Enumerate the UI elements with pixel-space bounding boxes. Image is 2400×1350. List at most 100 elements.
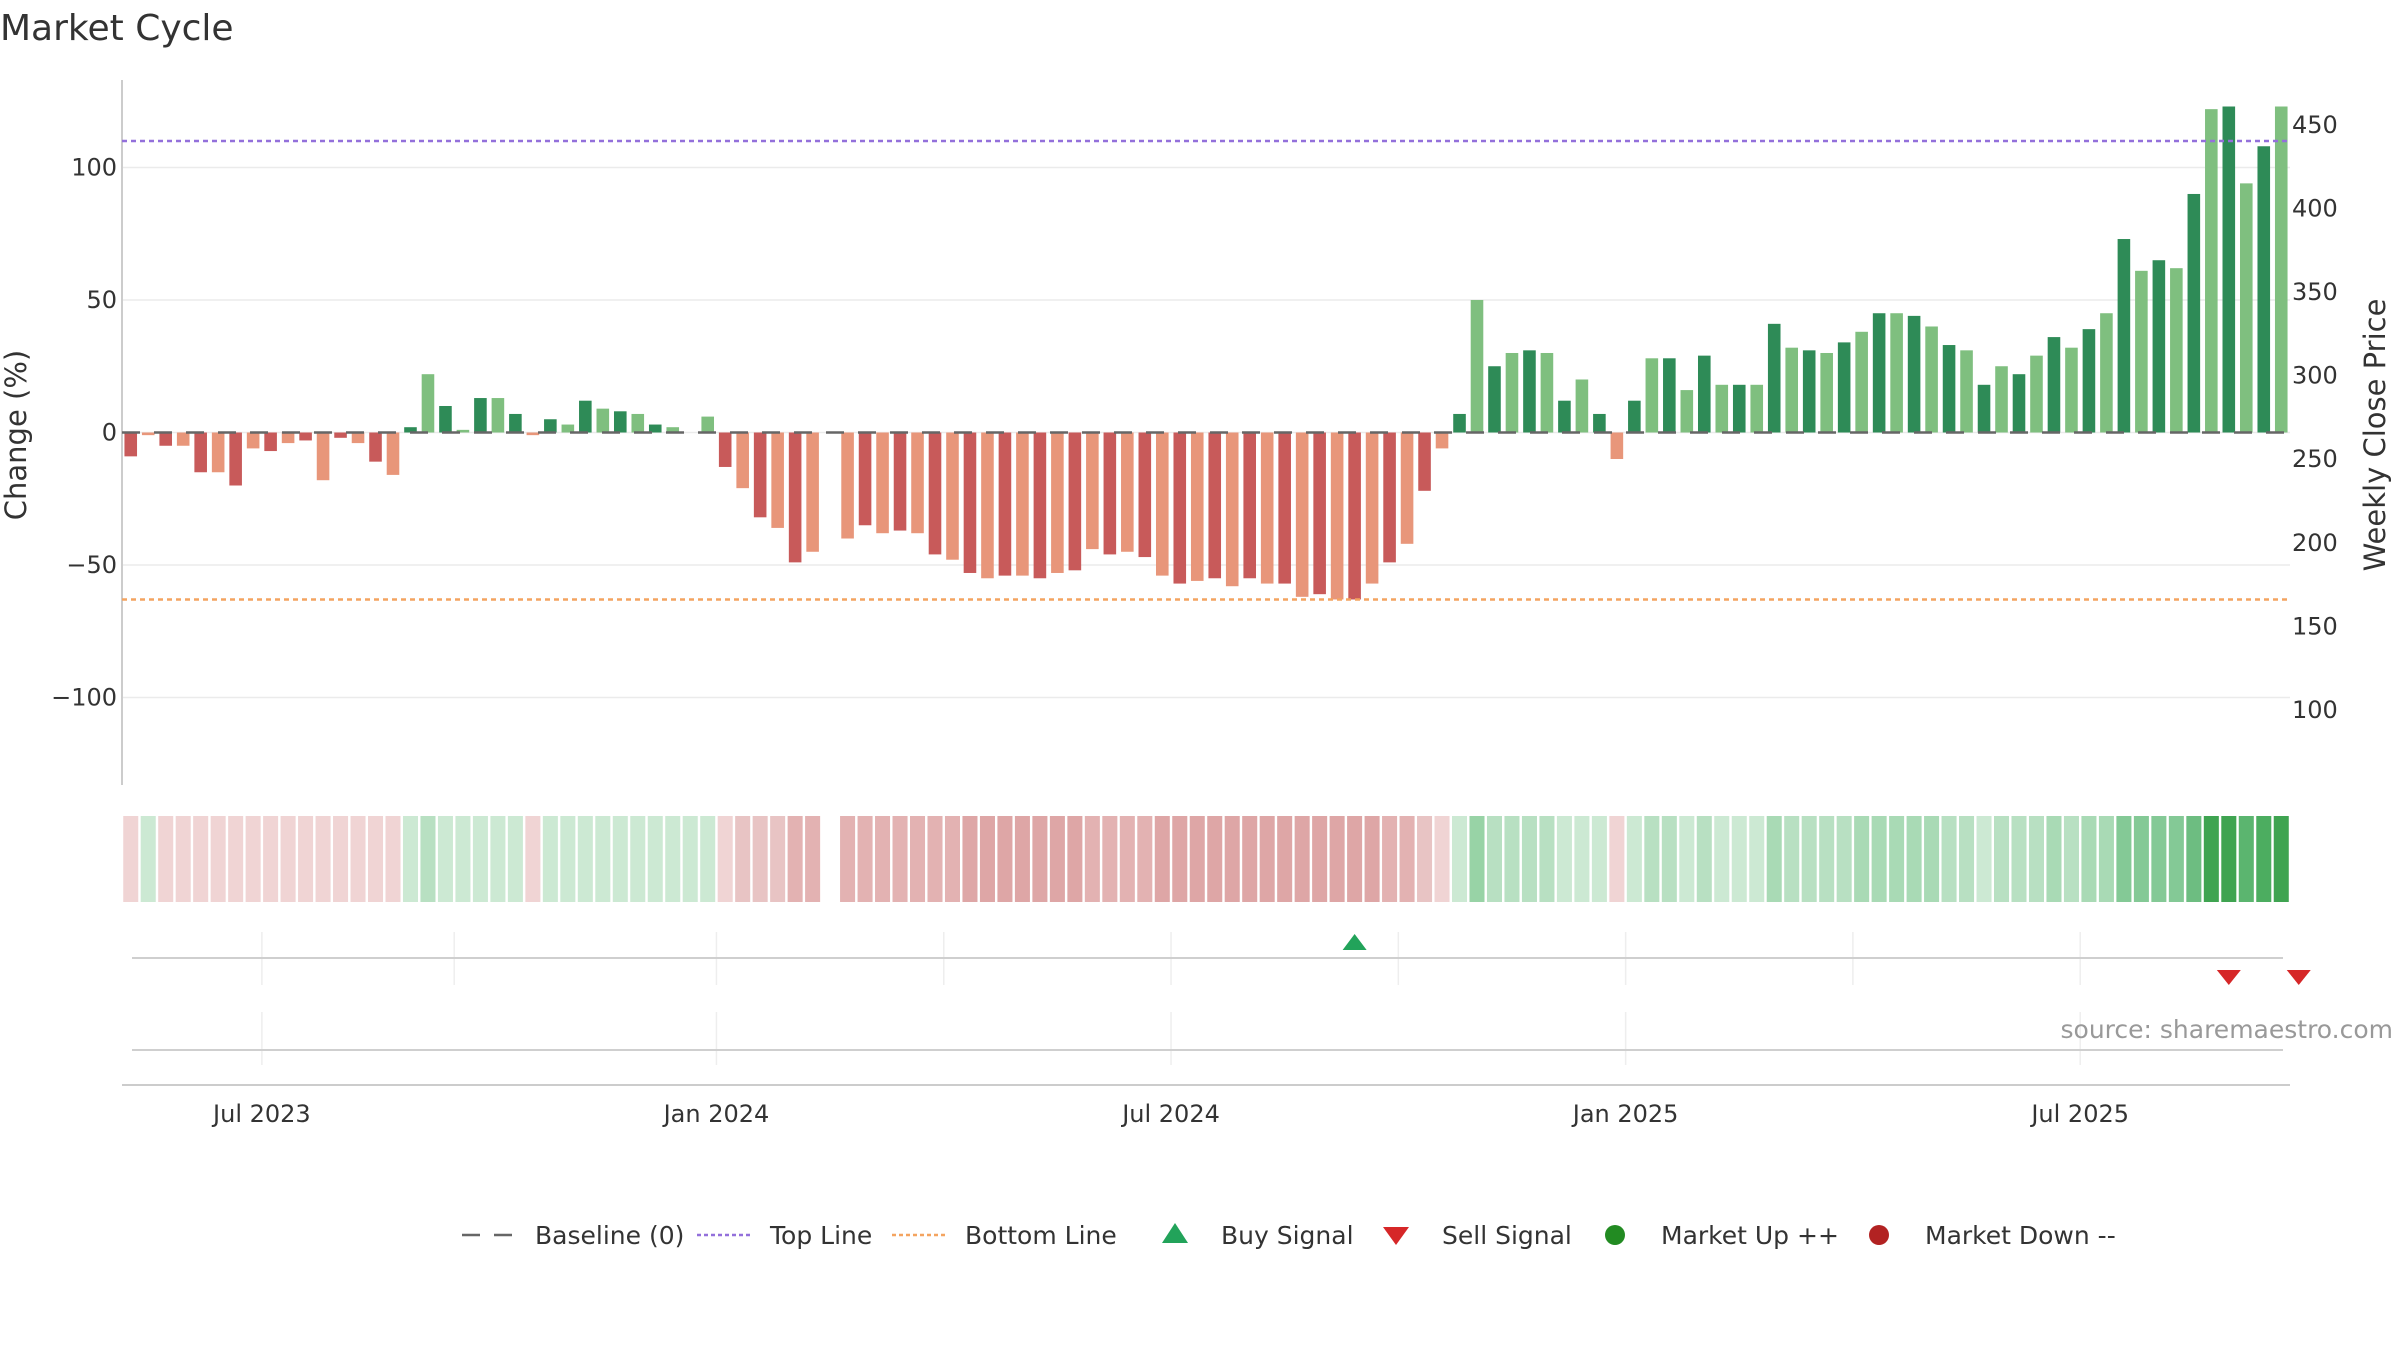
change-bar xyxy=(1767,323,1781,433)
signal-strip-cell xyxy=(1941,816,1957,902)
change-bar xyxy=(1103,432,1117,555)
change-bar xyxy=(439,405,452,433)
signal-strip-cell xyxy=(997,816,1013,902)
y2-tick-label: 250 xyxy=(2292,445,2338,473)
change-bar xyxy=(631,413,645,433)
change-bar xyxy=(1383,432,1396,563)
signal-strip-cell xyxy=(263,816,279,902)
change-bar xyxy=(1138,432,1152,558)
sell-signal-marker xyxy=(2286,970,2311,985)
signal-strip-cell xyxy=(1504,816,1520,902)
signal-strip-cell xyxy=(1486,816,1503,902)
y2-tick-label: 350 xyxy=(2292,278,2338,306)
reference-lines xyxy=(122,139,2290,601)
signal-strip-cell xyxy=(1819,816,1835,902)
signal-strip-cell xyxy=(1976,816,1992,902)
change-bar xyxy=(1540,352,1554,433)
signal-strip-cell xyxy=(1731,816,1747,902)
signal-strip-cell xyxy=(944,816,961,902)
signal-strip-cell xyxy=(1364,816,1380,902)
change-bar xyxy=(334,432,347,438)
signal-strip-cell xyxy=(1714,816,1730,902)
change-bar xyxy=(1855,331,1868,433)
change-bar xyxy=(2222,106,2236,433)
legend-item: Sell Signal xyxy=(1383,1221,1572,1250)
y-axis-ticks: 100 50 0 −50 −100 xyxy=(51,153,117,711)
signal-strip-cell xyxy=(2011,816,2027,902)
signal-strip-cell xyxy=(1591,816,1607,902)
signal-strip-cell xyxy=(1626,816,1642,902)
signal-strip-cell xyxy=(385,816,401,902)
y-tick-label: 50 xyxy=(86,286,117,314)
signal-strip-cell xyxy=(1207,816,1223,902)
change-bar xyxy=(1505,352,1519,433)
signal-strip-cell xyxy=(1102,816,1118,902)
source-label: source: sharemaestro.com xyxy=(2061,1015,2394,1044)
change-bar xyxy=(2100,313,2113,433)
y-tick-label: −100 xyxy=(51,684,117,712)
change-bar xyxy=(876,432,889,534)
change-bar xyxy=(1173,432,1187,584)
y2-tick-label: 300 xyxy=(2292,362,2338,390)
signal-strip-cell xyxy=(962,816,978,902)
change-bar xyxy=(1453,413,1466,433)
signal-strip-cell xyxy=(927,816,943,902)
change-bar xyxy=(1225,432,1239,587)
signal-strip-cell xyxy=(1679,816,1695,902)
signal-strip-cell xyxy=(909,816,926,902)
signal-strip-cell xyxy=(2151,816,2167,902)
signal-strip-cell xyxy=(1347,816,1363,902)
y-tick-label: −50 xyxy=(66,551,117,579)
change-bar xyxy=(596,408,610,433)
change-bar xyxy=(229,432,242,486)
change-bar xyxy=(1628,400,1641,433)
signal-strip-cell xyxy=(1959,816,1975,902)
signal-strip-cell xyxy=(1801,816,1817,902)
change-bar xyxy=(1155,432,1169,576)
x-axis-ticks: Jul 2023 Jan 2024 Jul 2024 Jan 2025 Jul 2025 xyxy=(211,1100,2129,1128)
legend-item: Baseline (0) xyxy=(462,1221,684,1250)
change-bar xyxy=(2047,337,2061,433)
signal-strip-cell xyxy=(1556,816,1572,902)
signal-strip-cell xyxy=(455,816,471,902)
signal-strip-cell xyxy=(193,816,209,902)
signal-strip-cell xyxy=(542,816,558,902)
signal-strip-cell xyxy=(1784,816,1800,902)
signal-strip-cell xyxy=(1014,816,1030,902)
change-bar xyxy=(858,432,872,526)
change-bar xyxy=(736,432,749,489)
signal-strip-cell xyxy=(2168,816,2184,902)
change-bar xyxy=(1295,432,1309,597)
change-bar xyxy=(1750,384,1764,433)
change-bar xyxy=(1925,326,1938,433)
signal-strip-cell xyxy=(717,816,733,902)
signal-strip-cell xyxy=(1277,816,1293,902)
signal-strip xyxy=(123,816,2289,902)
legend-label: Sell Signal xyxy=(1442,1221,1572,1250)
signal-strip-cell xyxy=(805,816,821,902)
signal-strip-cell xyxy=(1259,816,1275,902)
signal-strip-cell xyxy=(1871,816,1887,902)
signal-strip-cell xyxy=(507,816,523,902)
change-bar xyxy=(1593,413,1606,433)
change-bar xyxy=(911,432,924,534)
change-bar xyxy=(369,432,382,462)
change-bar xyxy=(1960,350,1973,433)
change-bar xyxy=(701,416,715,433)
change-bar xyxy=(2170,268,2183,433)
signal-strip-cell xyxy=(979,816,995,902)
change-bar xyxy=(928,432,942,555)
legend-market-down-icon xyxy=(1869,1225,1889,1245)
y-tick-label: 100 xyxy=(71,153,117,181)
change-bar xyxy=(998,432,1012,576)
change-bar xyxy=(386,432,400,475)
signal-strip-cell xyxy=(123,816,139,902)
change-bar xyxy=(1977,384,1991,433)
change-bar xyxy=(1872,313,1886,433)
change-bar xyxy=(1243,432,1257,579)
signal-strip-cell xyxy=(875,816,891,902)
change-bar xyxy=(1715,384,1729,433)
y2-tick-label: 400 xyxy=(2292,195,2338,223)
signal-strip-cell xyxy=(1906,816,1922,902)
y2-tick-label: 150 xyxy=(2292,612,2338,640)
